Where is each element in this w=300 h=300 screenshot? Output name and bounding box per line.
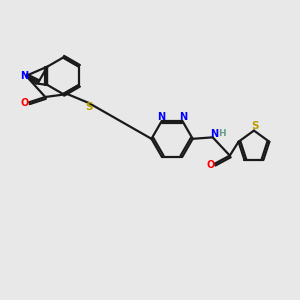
Text: N: N [21,71,29,81]
Text: N: N [157,112,165,122]
Text: N: N [179,112,187,122]
Text: N: N [210,128,218,139]
Text: H: H [218,129,226,138]
Text: O: O [206,160,214,170]
Text: S: S [251,122,258,131]
Text: O: O [21,98,29,109]
Text: S: S [85,102,92,112]
